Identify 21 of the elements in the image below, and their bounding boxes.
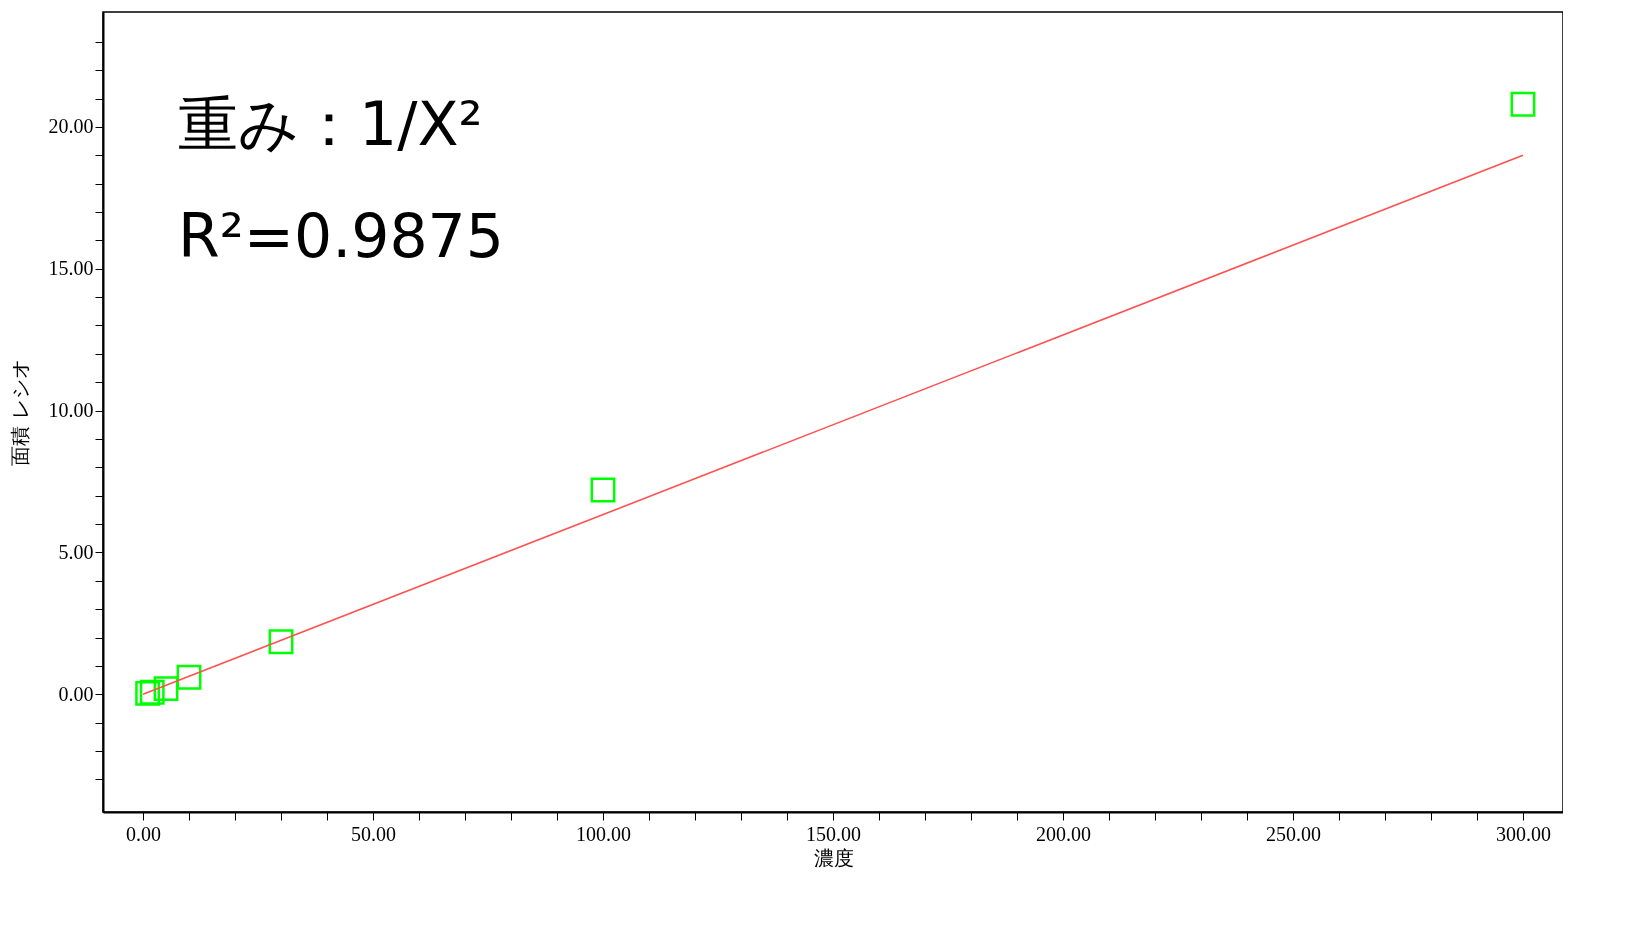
point <box>590 477 616 503</box>
x-tick-label: 300.00 <box>1495 822 1551 845</box>
y-tick-label: 10.00 <box>48 399 94 422</box>
x-tick-label: 250.00 <box>1265 822 1321 845</box>
y-tick-label: 0.00 <box>58 682 94 705</box>
y-axis-title: 面積 レシオ <box>7 359 32 466</box>
x-tick-label: 200.00 <box>1035 822 1091 845</box>
point <box>153 676 179 702</box>
point <box>1510 91 1536 117</box>
x-axis-title: 濃度 <box>813 845 854 870</box>
point <box>268 629 294 655</box>
annotation: R²=0.9875 <box>178 201 504 271</box>
x-tick-label: 50.00 <box>351 822 397 845</box>
x-tick-label: 150.00 <box>806 822 861 845</box>
y-tick-label: 15.00 <box>48 257 94 280</box>
y-tick-label: 5.00 <box>58 540 94 563</box>
y-tick-label: 20.00 <box>48 115 94 138</box>
point <box>176 664 202 690</box>
x-tick-label: 0.00 <box>126 822 162 845</box>
x-tick-label: 100.00 <box>576 822 632 845</box>
annotation: 重み：1/X² <box>178 89 483 159</box>
